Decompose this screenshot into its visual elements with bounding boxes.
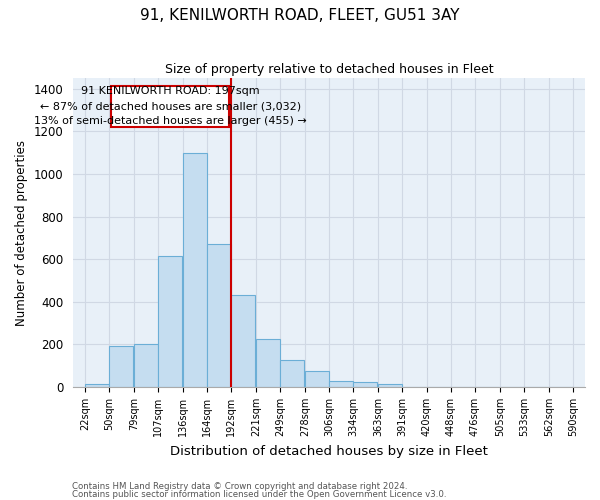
Text: 91, KENILWORTH ROAD, FLEET, GU51 3AY: 91, KENILWORTH ROAD, FLEET, GU51 3AY	[140, 8, 460, 22]
Bar	[280, 360, 304, 387]
Text: 91 KENILWORTH ROAD: 197sqm
← 87% of detached houses are smaller (3,032)
13% of s: 91 KENILWORTH ROAD: 197sqm ← 87% of deta…	[34, 86, 307, 126]
FancyBboxPatch shape	[111, 86, 229, 127]
Title: Size of property relative to detached houses in Fleet: Size of property relative to detached ho…	[165, 62, 493, 76]
Bar	[231, 296, 255, 387]
Text: Contains HM Land Registry data © Crown copyright and database right 2024.: Contains HM Land Registry data © Crown c…	[72, 482, 407, 491]
Y-axis label: Number of detached properties: Number of detached properties	[15, 140, 28, 326]
Bar	[183, 152, 207, 387]
Bar	[85, 384, 109, 387]
Bar	[329, 380, 353, 387]
Bar	[353, 382, 377, 387]
Bar	[134, 344, 158, 387]
Text: Contains public sector information licensed under the Open Government Licence v3: Contains public sector information licen…	[72, 490, 446, 499]
Bar	[305, 371, 329, 387]
Bar	[109, 346, 133, 387]
Bar	[207, 244, 231, 387]
Bar	[256, 339, 280, 387]
X-axis label: Distribution of detached houses by size in Fleet: Distribution of detached houses by size …	[170, 444, 488, 458]
Bar	[158, 256, 182, 387]
Bar	[378, 384, 402, 387]
